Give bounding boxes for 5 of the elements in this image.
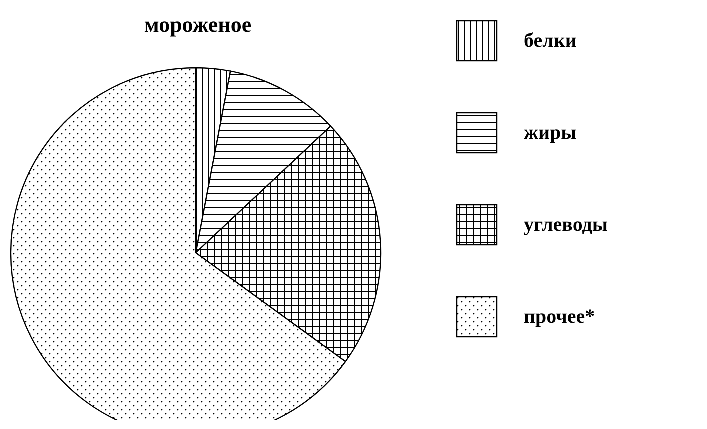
legend-label: жиры [524, 122, 577, 144]
legend-label: белки [524, 30, 577, 52]
chart-title: мороженое [143, 12, 253, 38]
legend-label: углеводы [524, 214, 608, 236]
legend-label: прочее* [524, 306, 596, 328]
